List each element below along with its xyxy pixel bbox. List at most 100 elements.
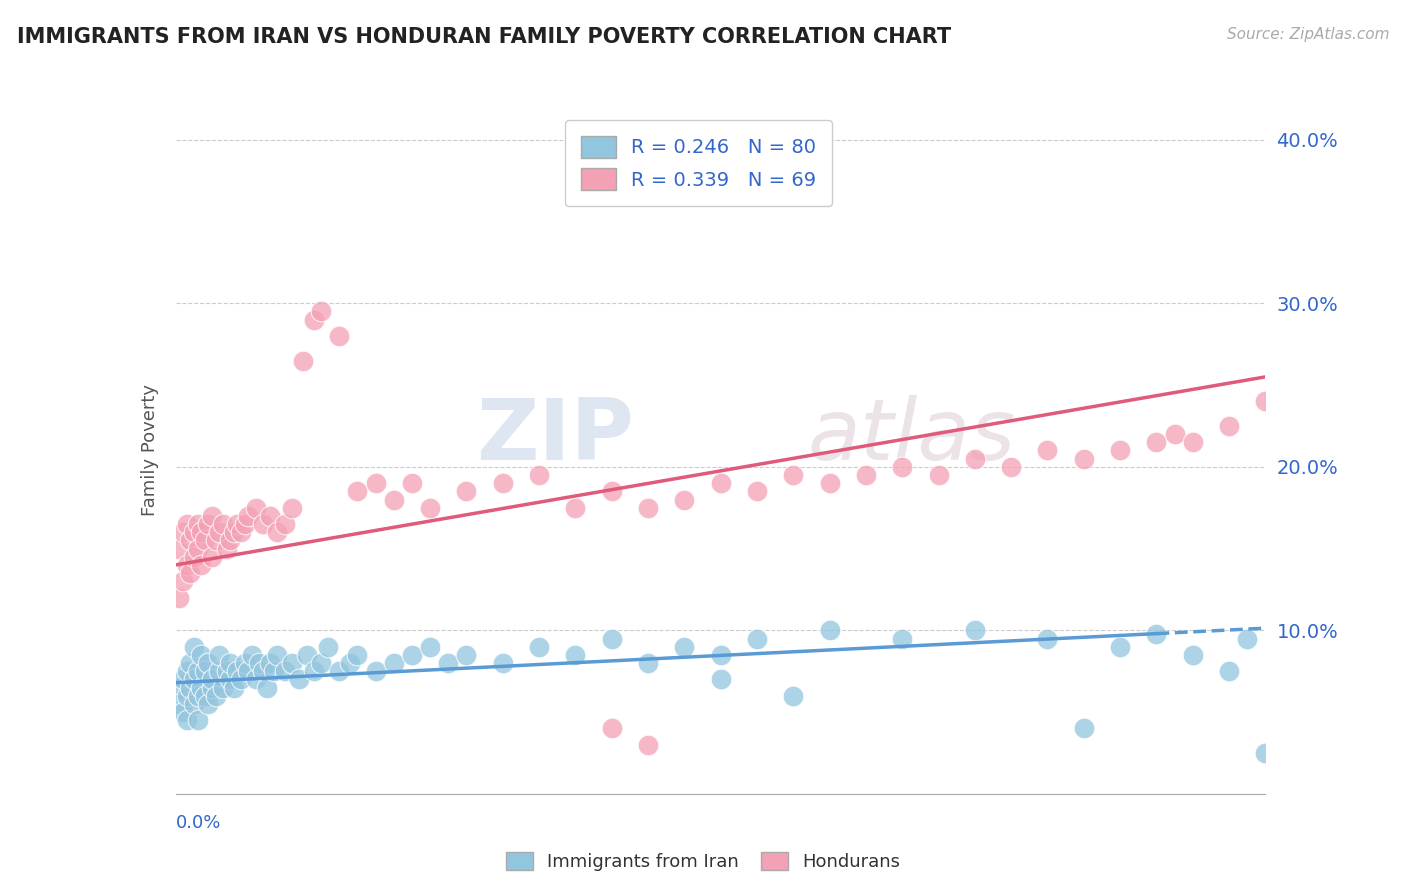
Point bbox=[600, 632, 623, 646]
Point bbox=[208, 525, 231, 540]
Point bbox=[288, 673, 311, 687]
Point bbox=[212, 516, 235, 531]
Point bbox=[233, 656, 256, 670]
Point bbox=[219, 673, 242, 687]
Point bbox=[600, 484, 623, 499]
Point bbox=[637, 656, 659, 670]
Point bbox=[197, 516, 219, 531]
Point bbox=[1254, 394, 1277, 409]
Point bbox=[291, 353, 314, 368]
Point bbox=[179, 681, 201, 695]
Point bbox=[263, 664, 285, 679]
Legend: Immigrants from Iran, Hondurans: Immigrants from Iran, Hondurans bbox=[499, 845, 907, 879]
Point bbox=[1000, 459, 1022, 474]
Text: IMMIGRANTS FROM IRAN VS HONDURAN FAMILY POVERTY CORRELATION CHART: IMMIGRANTS FROM IRAN VS HONDURAN FAMILY … bbox=[17, 27, 950, 46]
Point bbox=[456, 484, 478, 499]
Point bbox=[197, 697, 219, 711]
Point bbox=[172, 574, 194, 589]
Point bbox=[527, 640, 550, 654]
Point bbox=[183, 549, 205, 564]
Point bbox=[190, 525, 212, 540]
Point bbox=[169, 681, 191, 695]
Point bbox=[219, 656, 242, 670]
Point bbox=[226, 664, 249, 679]
Point bbox=[600, 722, 623, 736]
Point bbox=[215, 541, 238, 556]
Text: 0.0%: 0.0% bbox=[176, 814, 221, 832]
Point bbox=[252, 664, 274, 679]
Point bbox=[176, 664, 198, 679]
Point bbox=[1073, 722, 1095, 736]
Point bbox=[1036, 443, 1059, 458]
Point bbox=[710, 648, 733, 662]
Point bbox=[219, 533, 242, 548]
Point bbox=[745, 484, 768, 499]
Point bbox=[252, 516, 274, 531]
Point bbox=[172, 673, 194, 687]
Point bbox=[186, 689, 209, 703]
Text: atlas: atlas bbox=[807, 395, 1015, 478]
Point bbox=[527, 467, 550, 482]
Point bbox=[179, 566, 201, 580]
Point bbox=[891, 459, 914, 474]
Point bbox=[401, 648, 423, 662]
Point bbox=[328, 664, 350, 679]
Point bbox=[281, 656, 304, 670]
Point bbox=[172, 525, 194, 540]
Point bbox=[226, 516, 249, 531]
Point bbox=[564, 648, 586, 662]
Point bbox=[1181, 648, 1204, 662]
Point bbox=[266, 525, 288, 540]
Point bbox=[364, 664, 387, 679]
Point bbox=[222, 681, 245, 695]
Point bbox=[382, 492, 405, 507]
Point bbox=[190, 648, 212, 662]
Point bbox=[1146, 435, 1168, 450]
Point bbox=[302, 664, 325, 679]
Point bbox=[1218, 664, 1240, 679]
Point bbox=[274, 664, 297, 679]
Point bbox=[238, 508, 260, 523]
Point bbox=[233, 516, 256, 531]
Point bbox=[891, 632, 914, 646]
Y-axis label: Family Poverty: Family Poverty bbox=[141, 384, 159, 516]
Point bbox=[215, 664, 238, 679]
Point bbox=[208, 648, 231, 662]
Point bbox=[281, 500, 304, 515]
Point bbox=[194, 689, 217, 703]
Point bbox=[194, 664, 217, 679]
Point bbox=[222, 525, 245, 540]
Point bbox=[201, 673, 224, 687]
Point bbox=[186, 516, 209, 531]
Point bbox=[328, 329, 350, 343]
Point bbox=[259, 656, 281, 670]
Point bbox=[183, 697, 205, 711]
Point bbox=[564, 500, 586, 515]
Point bbox=[782, 689, 804, 703]
Point bbox=[295, 648, 318, 662]
Point bbox=[190, 558, 212, 572]
Point bbox=[1109, 443, 1132, 458]
Point bbox=[266, 648, 288, 662]
Point bbox=[190, 681, 212, 695]
Point bbox=[201, 508, 224, 523]
Point bbox=[238, 664, 260, 679]
Point bbox=[710, 673, 733, 687]
Point bbox=[176, 714, 198, 728]
Point bbox=[1163, 427, 1185, 442]
Point bbox=[637, 500, 659, 515]
Point bbox=[194, 533, 217, 548]
Point bbox=[201, 549, 224, 564]
Point bbox=[673, 492, 696, 507]
Point bbox=[1073, 451, 1095, 466]
Point bbox=[186, 664, 209, 679]
Point bbox=[401, 476, 423, 491]
Point bbox=[208, 664, 231, 679]
Point bbox=[456, 648, 478, 662]
Point bbox=[364, 476, 387, 491]
Point bbox=[346, 484, 368, 499]
Point bbox=[782, 467, 804, 482]
Point bbox=[231, 525, 253, 540]
Text: Source: ZipAtlas.com: Source: ZipAtlas.com bbox=[1226, 27, 1389, 42]
Point bbox=[204, 533, 226, 548]
